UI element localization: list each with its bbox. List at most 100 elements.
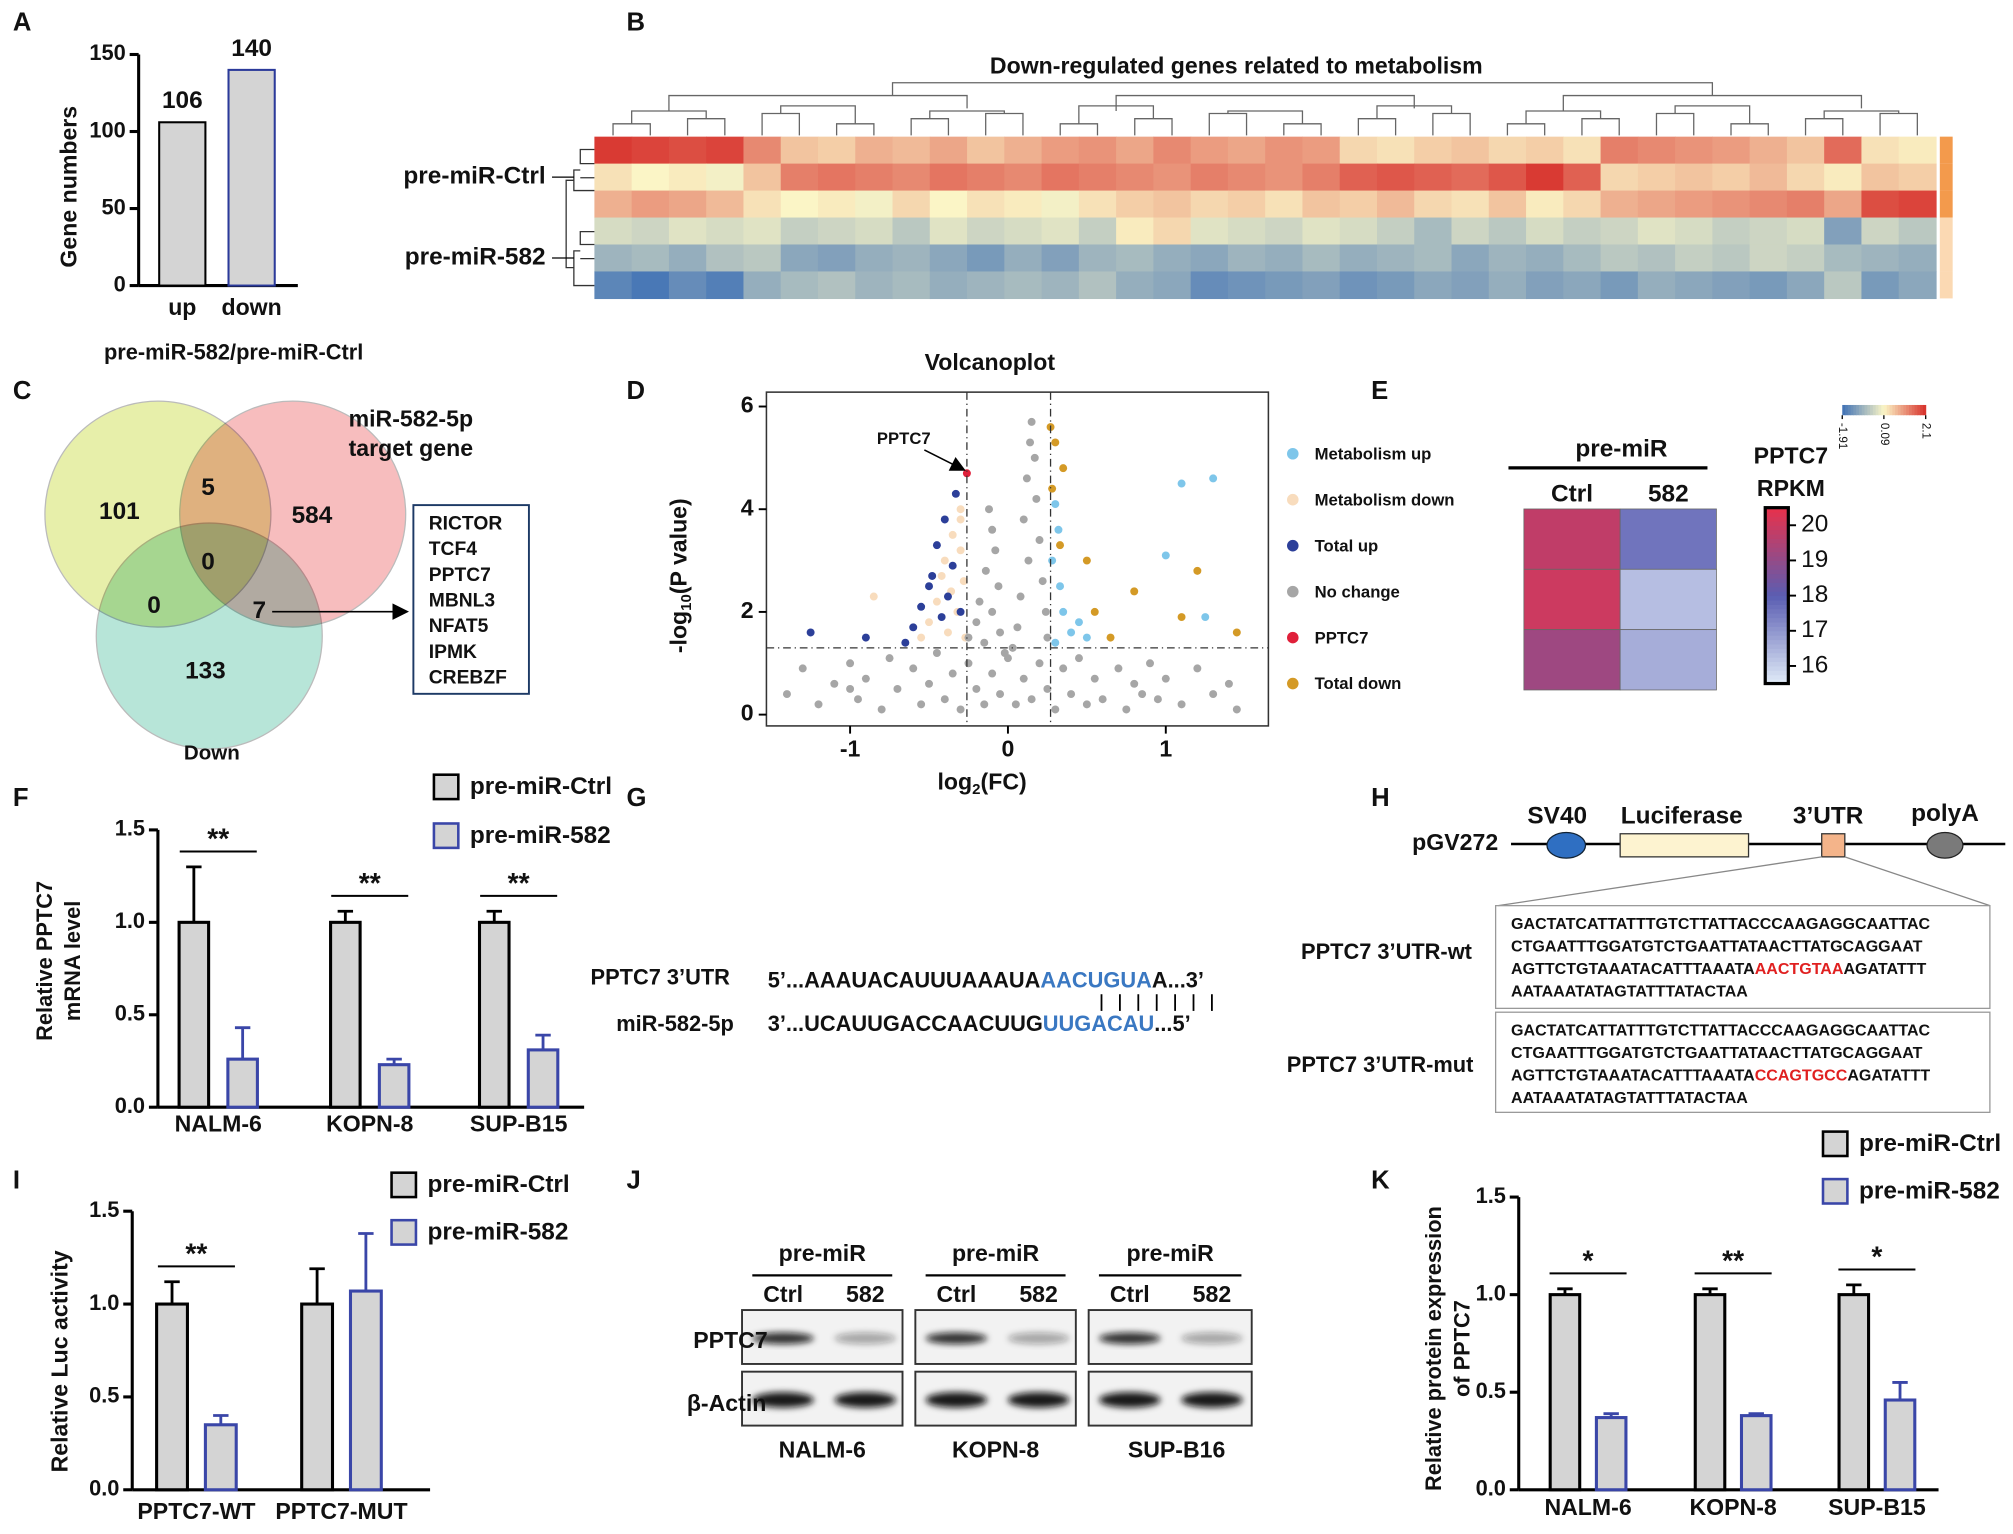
group-label: pre-miR: [952, 1240, 1040, 1266]
error-bar: [337, 909, 354, 923]
heatmap-cell: [1116, 244, 1155, 273]
heatmap-cell: [929, 271, 968, 300]
heatmap-cell: [1265, 136, 1304, 165]
heatmap-cell: [1675, 217, 1714, 246]
heatmap-cell: [1523, 629, 1621, 691]
colorbar-segment: [1765, 525, 1789, 531]
colorbar-segment: [1765, 560, 1789, 566]
error-bar: [1846, 1283, 1862, 1295]
y-axis-label: Relative Luc activity: [47, 1250, 73, 1472]
heatmap-cell: [1339, 190, 1378, 219]
heatmap-cell: [706, 244, 745, 273]
heatmap-cell: [1712, 190, 1751, 219]
heatmap-cell: [1041, 163, 1080, 192]
heatmap-cell: [1749, 244, 1788, 273]
colorbar-segment: [1895, 404, 1899, 416]
point: [798, 664, 807, 673]
heatmap-cell: [1861, 190, 1900, 219]
point: [948, 530, 957, 539]
y-tick-label: 150: [89, 40, 125, 65]
error-bar: [535, 1033, 551, 1050]
colorbar-segment: [1765, 643, 1789, 649]
column-label: Ctrl: [1551, 480, 1593, 507]
point: [1059, 464, 1068, 473]
y-tick-label: 1.0: [89, 1290, 119, 1315]
colorbar-segment: [1765, 626, 1789, 632]
heatmap-cell: [1376, 163, 1415, 192]
colorbar-segment: [1886, 404, 1891, 416]
heatmap-cell: [1526, 244, 1564, 273]
annotation: PPTC7: [877, 429, 931, 448]
point: [1161, 674, 1170, 683]
gene-name: NFAT5: [429, 616, 489, 637]
colorbar-segment: [1864, 404, 1868, 416]
point: [830, 679, 839, 688]
heatmap-cell: [1824, 163, 1863, 192]
point: [1067, 628, 1076, 637]
heatmap-cell: [1712, 244, 1751, 273]
colorbar-segment: [1922, 404, 1927, 416]
blot-band: [1007, 1392, 1070, 1408]
y-tick-label: 1.5: [89, 1197, 119, 1222]
heatmap-cell: [706, 217, 745, 246]
point: [893, 684, 902, 693]
heatmap-cell: [743, 244, 782, 273]
heatmap-cell: [1265, 271, 1304, 300]
point: [951, 489, 960, 498]
point: [925, 618, 933, 627]
utr-sequence-part: 5’...AAAUACAUUUAAAUA: [768, 967, 1041, 992]
heatmap-cell: [1712, 136, 1751, 165]
point: [972, 618, 981, 627]
panel-letter: K: [1371, 1166, 1390, 1194]
point: [1090, 674, 1099, 683]
colorbar-tick-label: 17: [1801, 616, 1828, 643]
heatmap-cell: [1451, 271, 1490, 300]
heatmap-cell: [1637, 190, 1676, 219]
y-axis-label: of PPTC7: [1449, 1300, 1474, 1397]
utr-sequence: 5’...AAAUACAUUUAAAUAAACUGUAA...3’: [768, 967, 1204, 992]
heatmap-cell: [668, 271, 707, 300]
blot-band: [834, 1332, 897, 1345]
bar: [158, 121, 207, 287]
venn-count: 5: [201, 474, 215, 501]
y-axis-label-part: (P value): [666, 498, 692, 594]
y-tick-label: 0.5: [89, 1383, 119, 1408]
heatmap-cell: [1227, 217, 1266, 246]
legend-marker: [1287, 677, 1299, 690]
point: [940, 695, 949, 704]
heatmap-cell: [706, 163, 745, 192]
point: [991, 546, 1000, 555]
x-tick-label: NALM-6: [175, 1110, 262, 1136]
colorbar-segment: [1765, 665, 1789, 671]
colorbar-segment: [1889, 404, 1893, 416]
heatmap-cell: [1153, 217, 1192, 246]
point: [869, 592, 878, 601]
y-axis-label: mRNA level: [60, 901, 85, 1021]
point: [861, 674, 870, 683]
error-bar: [213, 1414, 229, 1425]
colorbar-segment: [1765, 670, 1789, 676]
element-label: Luciferase: [1621, 803, 1743, 830]
point: [937, 613, 946, 622]
heatmap-cell: [817, 136, 856, 165]
heatmap-cell: [1116, 136, 1155, 165]
point: [1138, 690, 1147, 699]
point: [996, 628, 1005, 637]
heatmap-cell: [1488, 217, 1527, 246]
heatmap-cell: [743, 190, 782, 219]
annotation-arrow: [923, 449, 966, 471]
colorbar-segment: [1920, 404, 1924, 416]
heatmap-cell: [1600, 136, 1639, 165]
mir-sequence-part: ...5’: [1154, 1011, 1190, 1036]
heatmap-cell: [1376, 217, 1415, 246]
colorbar-segment: [1765, 608, 1789, 614]
heatmap-cell: [1302, 190, 1341, 219]
point: [1067, 690, 1076, 699]
heatmap-cell: [1526, 136, 1564, 165]
colorbar-segment: [1914, 404, 1918, 416]
legend-swatch: [432, 773, 460, 801]
heatmap-cell: [1861, 244, 1900, 273]
colorbar-segment: [1765, 613, 1789, 619]
column-label: 582: [1648, 480, 1689, 507]
heatmap-cell: [1041, 136, 1080, 165]
